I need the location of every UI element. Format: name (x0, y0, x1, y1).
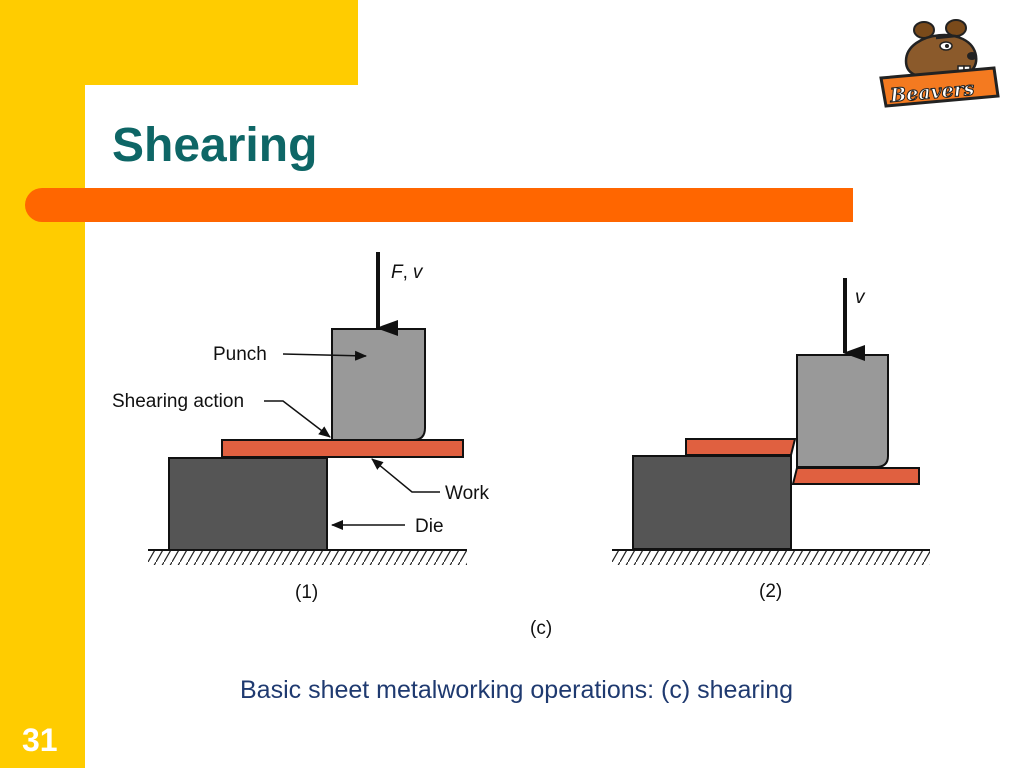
sidebar-band (0, 0, 85, 768)
die-1 (168, 457, 328, 551)
shearing-action-label: Shearing action (112, 391, 244, 412)
step-2-label: (2) (759, 581, 782, 602)
work-label: Work (445, 483, 489, 504)
force-velocity-label: F, v (391, 262, 424, 283)
punch-label: Punch (213, 344, 267, 365)
stage-1: F, v Punch Shearing action Work Die (1) (112, 252, 489, 603)
beaver-mascot-icon: Beavers (876, 16, 1001, 108)
punch-2 (796, 354, 889, 468)
work-1 (221, 439, 464, 458)
stage-2: v (2) (612, 278, 930, 602)
top-band (0, 0, 358, 85)
velocity-label-2: v (855, 287, 866, 308)
shearing-action-pointer (264, 400, 331, 438)
work-pointer (371, 458, 440, 493)
ground-hatch-1 (148, 551, 467, 565)
ground-hatch-2 (612, 551, 930, 565)
punch-pointer (282, 350, 367, 361)
punch-1 (331, 328, 426, 441)
slide-number: 31 (22, 722, 58, 758)
work-2-left (685, 438, 797, 456)
part-c-label: (c) (530, 618, 552, 639)
shearing-diagram: F, v Punch Shearing action Work Die (1) (100, 240, 980, 650)
die-label: Die (415, 516, 444, 537)
step-1-label: (1) (295, 582, 318, 603)
slide-title: Shearing (112, 119, 318, 172)
work-2-right (791, 467, 920, 485)
title-underline-bar (25, 188, 853, 222)
die-2 (632, 455, 792, 550)
figure-caption: Basic sheet metalworking operations: (c)… (240, 676, 794, 704)
